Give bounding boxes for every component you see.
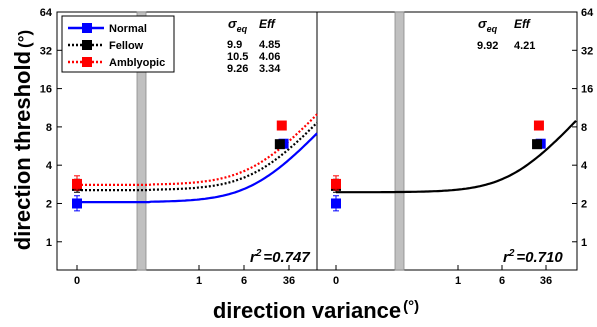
right-param-eff-fellow: 4.21	[514, 40, 535, 52]
y-tick-label-right-16: 16	[581, 84, 593, 96]
y-tick-label-right-8: 8	[581, 122, 587, 134]
right-fit-line-fellow	[336, 120, 577, 194]
left-sigma-subscript: eq	[237, 24, 248, 34]
left-x-tick-label-36: 36	[283, 275, 295, 287]
y-tick-label-right-4: 4	[581, 160, 588, 172]
right-r2-exponent: 2	[508, 248, 515, 259]
left-fit-line-amblyopic	[77, 113, 318, 186]
right-x-tick-label-6: 6	[499, 275, 505, 287]
left-param-table: σeq Eff 9.9 4.85 10.5 4.06 9.26 3.34	[227, 16, 281, 75]
y-tick-label-left-32: 32	[40, 45, 52, 57]
right-param-header-eff: Eff	[514, 17, 531, 31]
left-fit-line-fellow	[77, 121, 318, 192]
left-param-sigma-normal: 9.9	[227, 39, 242, 51]
right-x-tick-label-36: 36	[540, 275, 552, 287]
left-r2-exponent: 2	[255, 248, 262, 259]
left-fit-line-normal	[77, 132, 318, 204]
right-param-sigma-fellow: 9.92	[477, 40, 498, 52]
right-r2-label: r2 =0.710	[503, 248, 563, 266]
legend-entry-amblyopic: Amblyopic	[68, 57, 165, 69]
left-r2-label: r2 =0.747	[250, 248, 310, 266]
left-x-tick-label-6: 6	[241, 275, 247, 287]
y-axis-title-text: direction threshold	[10, 51, 35, 250]
y-tick-label-right-2: 2	[581, 198, 587, 210]
legend: Normal Fellow Amblyopic	[61, 15, 175, 73]
legend-marker-fellow	[82, 40, 92, 50]
legend-entry-normal: Normal	[68, 23, 147, 35]
left-amblyopic-point-1	[276, 120, 287, 131]
left-x-tick-label-1: 1	[196, 275, 202, 287]
y-tick-label-left-8: 8	[46, 122, 52, 134]
legend-marker-normal	[82, 23, 92, 33]
left-amblyopic-point-0	[72, 178, 82, 189]
left-param-eff-fellow: 4.06	[259, 51, 280, 63]
right-fellow-point-1	[532, 139, 543, 150]
y-tick-label-right-32: 32	[581, 45, 593, 57]
left-param-eff-amblyopic: 3.34	[259, 63, 281, 75]
right-param-table: σeq Eff 9.92 4.21	[477, 16, 535, 52]
legend-label-normal: Normal	[109, 23, 147, 35]
right-amblyopic-point-1	[533, 120, 544, 131]
y-axis-title: direction threshold (°)	[10, 30, 35, 250]
y-tick-label-right-1: 1	[581, 237, 587, 249]
right-x-tick-label-1: 1	[455, 275, 461, 287]
legend-label-amblyopic: Amblyopic	[109, 57, 165, 69]
y-tick-label-left-1: 1	[46, 237, 52, 249]
y-tick-label-left-2: 2	[46, 198, 52, 210]
right-x-tick-label-0: 0	[333, 275, 339, 287]
left-r2-value: =0.747	[263, 249, 310, 266]
legend-entry-fellow: Fellow	[68, 40, 144, 52]
y-tick-label-right-64: 64	[581, 7, 594, 19]
y-tick-label-left-64: 64	[40, 7, 53, 19]
left-r2-letter: r	[250, 249, 257, 266]
left-fellow-point-1	[274, 139, 285, 150]
left-panel	[72, 113, 318, 212]
right-param-header-sigma: σeq	[478, 16, 498, 34]
right-normal-point-0	[331, 198, 341, 209]
left-x-tick-label-0: 0	[74, 275, 80, 287]
left-param-sigma-fellow: 10.5	[227, 51, 248, 63]
right-r2-value: =0.710	[516, 249, 563, 266]
right-amblyopic-point-0	[331, 178, 341, 189]
right-sigma-symbol: σ	[478, 16, 488, 31]
x-axis-title-unit: (°)	[403, 298, 419, 315]
right-panel	[331, 120, 577, 212]
left-panel-gap-band	[136, 11, 147, 271]
left-param-sigma-amblyopic: 9.26	[227, 63, 248, 75]
x-axis-title-text: direction variance	[213, 298, 401, 323]
left-normal-point-0	[72, 198, 82, 209]
left-sigma-symbol: σ	[228, 16, 238, 31]
right-r2-letter: r	[503, 249, 510, 266]
right-sigma-subscript: eq	[487, 24, 498, 34]
left-param-eff-normal: 4.85	[259, 39, 280, 51]
y-tick-label-left-4: 4	[46, 160, 53, 172]
left-param-header-sigma: σeq	[228, 16, 248, 34]
left-param-header-eff: Eff	[259, 17, 276, 31]
legend-marker-amblyopic	[82, 57, 92, 67]
legend-label-fellow: Fellow	[109, 40, 144, 52]
right-panel-gap-band	[394, 11, 405, 271]
x-axis-title: direction variance (°)	[213, 298, 419, 323]
y-tick-label-left-16: 16	[40, 84, 52, 96]
y-axis-title-unit: (°)	[15, 30, 34, 48]
